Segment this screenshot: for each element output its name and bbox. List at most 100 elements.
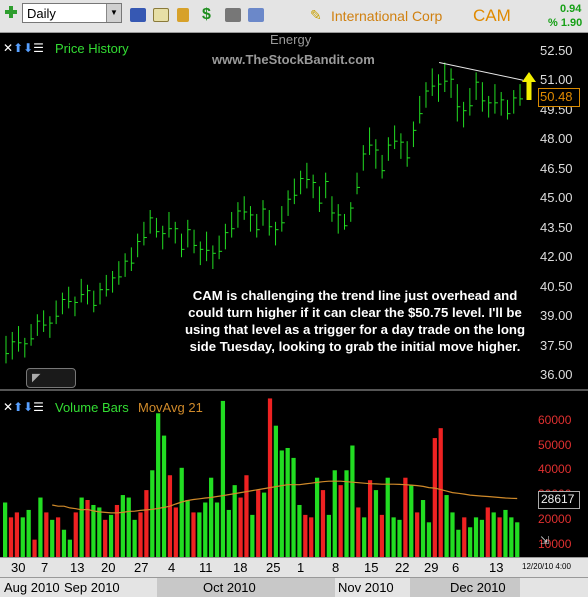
volume-bar bbox=[456, 529, 461, 557]
x-day-tick: 13 bbox=[489, 560, 504, 575]
volume-bar bbox=[132, 519, 137, 557]
volume-bar bbox=[91, 504, 96, 557]
printer-icon[interactable] bbox=[225, 8, 241, 22]
volume-bar bbox=[14, 512, 20, 557]
pane-controls[interactable]: ✕⬆⬇☰ bbox=[3, 41, 44, 55]
volume-bar bbox=[79, 497, 84, 557]
volume-pane-controls[interactable]: ✕⬆⬇☰ bbox=[3, 400, 44, 414]
sector-label: Energy bbox=[270, 32, 312, 47]
volume-bar bbox=[126, 497, 131, 557]
volume-bar bbox=[144, 490, 149, 557]
watermark: www.TheStockBandit.com bbox=[212, 52, 375, 67]
volume-bar bbox=[420, 500, 426, 557]
price-y-tick: 40.50 bbox=[540, 278, 573, 294]
x-axis-days: 30 7 13 20 27 4 11 18 25 1 8 15 22 29 6 13 bbox=[0, 557, 588, 578]
volume-bar bbox=[26, 509, 31, 557]
month-band-dec bbox=[410, 578, 520, 597]
x-day-tick: 8 bbox=[332, 560, 340, 575]
volume-bar bbox=[409, 485, 414, 557]
chevron-down-icon[interactable]: ▼ bbox=[106, 4, 121, 22]
save-icon[interactable] bbox=[130, 8, 146, 22]
volume-bar bbox=[8, 517, 14, 557]
x-day-tick: 1 bbox=[297, 560, 305, 575]
price-y-tick: 39.00 bbox=[540, 308, 573, 324]
volume-last-badge bbox=[538, 491, 580, 509]
volume-bar bbox=[303, 514, 308, 557]
pane-divider[interactable] bbox=[0, 389, 588, 391]
volume-bar bbox=[391, 517, 396, 557]
add-icon[interactable] bbox=[4, 4, 18, 20]
x-day-tick: 20 bbox=[101, 560, 116, 575]
volume-bar bbox=[509, 517, 514, 557]
x-day-tick: 7 bbox=[41, 560, 49, 575]
volume-bar bbox=[38, 497, 43, 557]
price-pane bbox=[0, 33, 531, 389]
volume-y-tick: 40000 bbox=[538, 462, 572, 477]
volume-bar bbox=[291, 457, 296, 557]
ticker-symbol: CAM bbox=[473, 6, 511, 25]
scroll-handle[interactable]: ◤ bbox=[26, 368, 76, 388]
x-day-tick: 22 bbox=[395, 560, 410, 575]
volume-bar bbox=[367, 480, 373, 557]
volume-bar bbox=[450, 512, 455, 557]
volume-bar bbox=[262, 492, 267, 557]
x-day-tick: 6 bbox=[452, 560, 460, 575]
scale-icon[interactable]: ⇲ bbox=[540, 535, 550, 547]
period-value: Daily bbox=[27, 6, 56, 21]
volume-bar bbox=[167, 475, 173, 557]
grid-icon[interactable] bbox=[248, 8, 264, 22]
volume-axis bbox=[531, 391, 588, 557]
volume-bar bbox=[250, 514, 255, 557]
volume-bar bbox=[497, 517, 502, 557]
x-day-tick: 18 bbox=[233, 560, 248, 575]
volume-bar bbox=[273, 425, 279, 557]
volume-last-value: 28617 bbox=[541, 492, 575, 506]
cursor-icon: ◤ bbox=[32, 372, 41, 384]
toolbar: Daily ▼ $ ✎ International Corp CAM 0.94 … bbox=[0, 0, 588, 33]
volume-bar bbox=[226, 509, 231, 557]
price-y-tick: 51.00 bbox=[540, 72, 573, 88]
price-y-tick: 42.00 bbox=[540, 249, 573, 265]
volume-bar bbox=[214, 502, 220, 557]
volume-bar bbox=[432, 438, 437, 557]
volume-bar bbox=[356, 507, 361, 557]
volume-bar bbox=[67, 539, 72, 557]
volume-bar bbox=[203, 502, 208, 557]
volume-bar bbox=[326, 514, 331, 557]
x-axis-months: Aug 2010 Sep 2010 Oct 2010 Nov 2010 Dec 2010 bbox=[0, 577, 588, 597]
symbol-name: International Corp bbox=[331, 8, 443, 24]
volume-bar bbox=[285, 447, 290, 557]
volume-bar bbox=[332, 470, 337, 557]
volume-y-tick: 60000 bbox=[538, 412, 572, 427]
pencil-icon[interactable]: ✎ bbox=[310, 7, 322, 23]
volume-bar bbox=[103, 519, 108, 557]
lock-icon[interactable] bbox=[177, 8, 189, 22]
date-stamp: 12/20/10 4:00 bbox=[522, 562, 571, 571]
volume-bar bbox=[161, 435, 167, 557]
price-y-tick: 52.50 bbox=[540, 42, 573, 58]
price-chart bbox=[5, 62, 524, 364]
volume-bar bbox=[491, 512, 496, 557]
volume-bar bbox=[173, 507, 178, 557]
volume-bar bbox=[385, 477, 390, 557]
volume-bar bbox=[179, 467, 184, 557]
x-day-tick: 27 bbox=[134, 560, 149, 575]
volume-bar bbox=[73, 512, 78, 557]
volume-bar bbox=[120, 495, 125, 557]
period-select[interactable]: Daily ▼ bbox=[22, 3, 122, 23]
volume-y-tick: 10000 bbox=[538, 536, 572, 551]
volume-bar bbox=[3, 502, 8, 557]
dollar-icon[interactable]: $ bbox=[202, 6, 211, 23]
volume-bar bbox=[279, 450, 284, 557]
trend-line[interactable] bbox=[439, 62, 524, 81]
x-day-tick: 11 bbox=[199, 560, 213, 575]
volume-bar bbox=[220, 400, 226, 557]
volume-bar bbox=[197, 512, 202, 557]
envelope-icon[interactable] bbox=[153, 8, 169, 22]
volume-bar bbox=[444, 495, 449, 557]
x-day-tick: 30 bbox=[11, 560, 26, 575]
x-month-tick: Nov 2010 bbox=[338, 580, 394, 595]
volume-bar bbox=[415, 512, 420, 557]
volume-bar bbox=[209, 477, 214, 557]
price-y-tick: 46.50 bbox=[540, 160, 573, 176]
